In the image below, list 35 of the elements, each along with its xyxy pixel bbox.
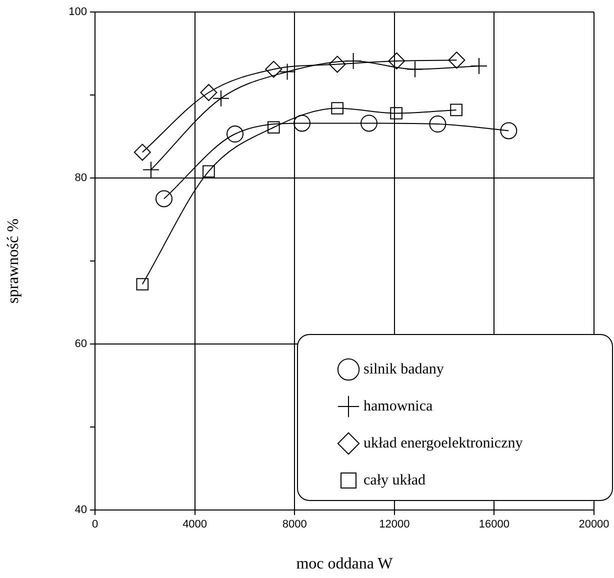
point xyxy=(360,114,378,132)
y-tick-label: 80 xyxy=(74,172,87,184)
y-tick-label: 100 xyxy=(68,6,87,18)
y-tick-label: 60 xyxy=(74,338,87,350)
x-tick-label: 12000 xyxy=(379,518,410,531)
x-tick-label: 20000 xyxy=(578,518,610,531)
legend-label: silnik badany xyxy=(364,361,444,378)
x-tick-label: 8000 xyxy=(282,518,307,531)
point xyxy=(202,165,215,178)
point xyxy=(388,52,406,70)
point xyxy=(136,278,149,290)
y-tick-label: 40 xyxy=(74,504,87,516)
x-tick-label: 0 xyxy=(92,518,98,531)
point xyxy=(294,114,311,132)
point xyxy=(155,190,172,208)
point xyxy=(328,56,346,73)
legend-label: cały układ xyxy=(364,472,426,488)
point xyxy=(265,60,282,78)
x-tick-label: 16000 xyxy=(478,518,510,531)
legend-label: układ energoelektroniczny xyxy=(364,435,524,452)
point xyxy=(142,161,160,178)
point xyxy=(448,52,466,69)
point xyxy=(331,102,344,114)
legend-label: hamownica xyxy=(364,398,433,414)
point xyxy=(450,104,462,116)
point xyxy=(267,121,280,134)
point xyxy=(134,144,151,161)
x-tick-label: 4000 xyxy=(182,518,208,531)
point xyxy=(500,122,518,140)
point xyxy=(429,116,446,133)
x-axis-title: moc oddana W xyxy=(296,556,394,573)
y-axis-title: sprawność % xyxy=(4,218,22,304)
point xyxy=(200,84,218,102)
point xyxy=(226,126,244,143)
point xyxy=(390,107,402,120)
